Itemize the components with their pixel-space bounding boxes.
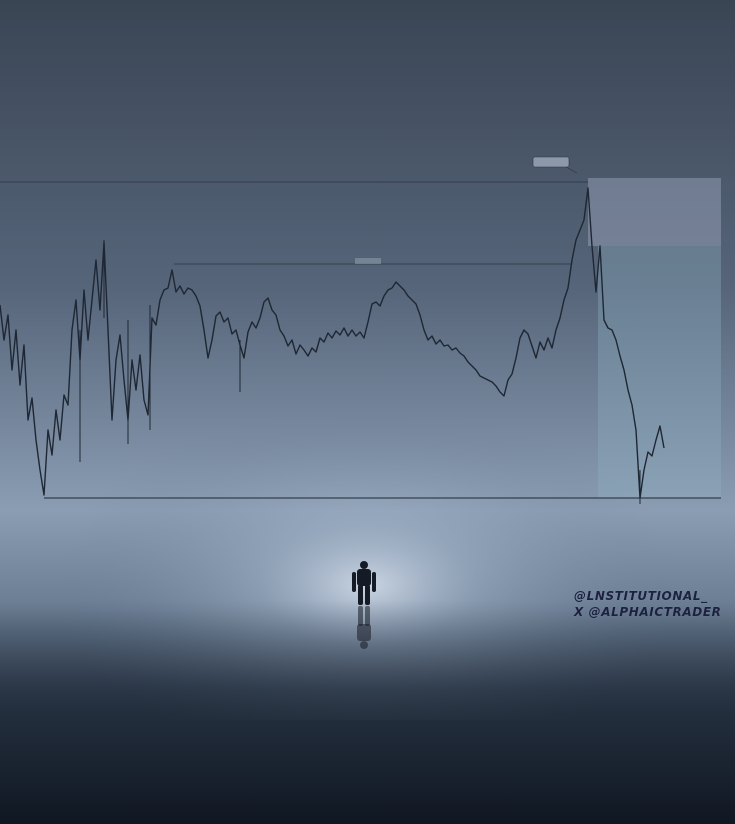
watermark-line-1: @LNSTITUTIONAL_	[574, 589, 708, 603]
zone-upper-box	[588, 178, 721, 246]
upper-level-tag-pointer	[565, 166, 578, 174]
person-silhouette	[352, 561, 376, 605]
upper-level-tag	[532, 156, 570, 168]
candle-wicks	[79, 240, 641, 504]
zone-lower-box	[598, 246, 721, 498]
person-reflection	[357, 606, 371, 649]
watermark-line-2: X @ALPHAICTRADER	[574, 605, 722, 619]
watermark: @LNSTITUTIONAL_ X @ALPHAICTRADER	[574, 588, 721, 620]
price-line	[0, 187, 665, 499]
mid-level-tag	[355, 258, 381, 264]
